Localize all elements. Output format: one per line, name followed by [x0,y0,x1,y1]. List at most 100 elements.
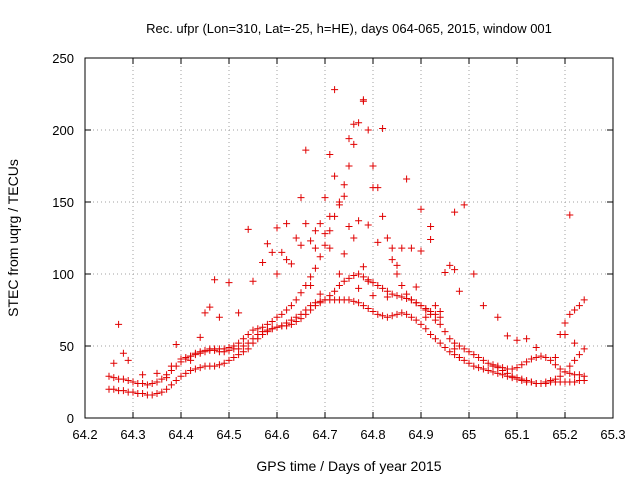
data-point [359,273,367,281]
data-point [350,234,358,242]
data-point [403,310,411,318]
data-point [292,296,300,304]
data-point [523,377,531,385]
data-point [383,234,391,242]
grid-layer [85,58,613,418]
data-point [422,313,430,321]
data-point [297,310,305,318]
data-point [287,260,295,268]
data-point [355,217,363,225]
data-point [350,140,358,148]
data-point [417,302,425,310]
data-point [196,349,204,357]
data-point [441,328,449,336]
data-point [513,336,521,344]
data-point [446,261,454,269]
data-point [177,372,185,380]
data-point [340,277,348,285]
data-point [427,310,435,318]
data-points-layer [105,86,588,399]
data-point [302,220,310,228]
data-point [455,342,463,350]
data-point [575,302,583,310]
x-tick-label: 64.5 [216,427,241,442]
data-point [470,351,478,359]
data-point [359,96,367,104]
data-point [379,312,387,320]
data-point [479,302,487,310]
data-point [249,326,257,334]
data-point [196,364,204,372]
data-point [388,256,396,264]
data-point [158,388,166,396]
data-point [139,379,147,387]
data-point [110,359,118,367]
y-tick-label: 250 [52,51,74,66]
data-point [465,348,473,356]
data-point [239,335,247,343]
data-point [153,369,161,377]
data-point [566,211,574,219]
data-point [551,361,559,369]
data-point [307,237,315,245]
data-point [215,313,223,321]
data-point [259,258,267,266]
data-point [196,333,204,341]
data-point [292,234,300,242]
y-tick-label: 200 [52,123,74,138]
x-tick-label: 64.2 [72,427,97,442]
data-point [532,343,540,351]
data-point [537,352,545,360]
data-point [369,307,377,315]
data-point [575,351,583,359]
y-tick-label: 150 [52,195,74,210]
data-point [307,282,315,290]
data-point [143,381,151,389]
data-point [355,299,363,307]
data-point [129,378,137,386]
data-point [489,362,497,370]
data-point [211,362,219,370]
data-point [460,345,468,353]
data-point [441,269,449,277]
data-point [273,224,281,232]
data-point [527,378,535,386]
data-point [513,364,521,372]
data-point [403,294,411,302]
data-point [244,345,252,353]
data-point [551,375,559,383]
data-point [335,282,343,290]
data-point [460,201,468,209]
data-point [335,201,343,209]
data-point [316,220,324,228]
data-point [436,339,444,347]
data-point [273,270,281,278]
data-point [292,313,300,321]
data-point [302,146,310,154]
data-point [191,351,199,359]
data-point [220,359,228,367]
data-point [316,290,324,298]
data-point [383,313,391,321]
data-point [571,306,579,314]
x-tick-label: 64.8 [360,427,385,442]
data-point [191,365,199,373]
data-point [398,293,406,301]
data-point [523,335,531,343]
data-point [206,303,214,311]
data-point [537,379,545,387]
data-point [446,348,454,356]
data-point [273,323,281,331]
data-point [283,220,291,228]
data-point [359,263,367,271]
x-tick-label: 64.7 [312,427,337,442]
data-point [297,289,305,297]
data-point [287,316,295,324]
data-point [547,356,555,364]
data-point [508,365,516,373]
data-point [331,86,339,94]
data-point [350,297,358,305]
data-point [297,194,305,202]
data-point [119,387,127,395]
